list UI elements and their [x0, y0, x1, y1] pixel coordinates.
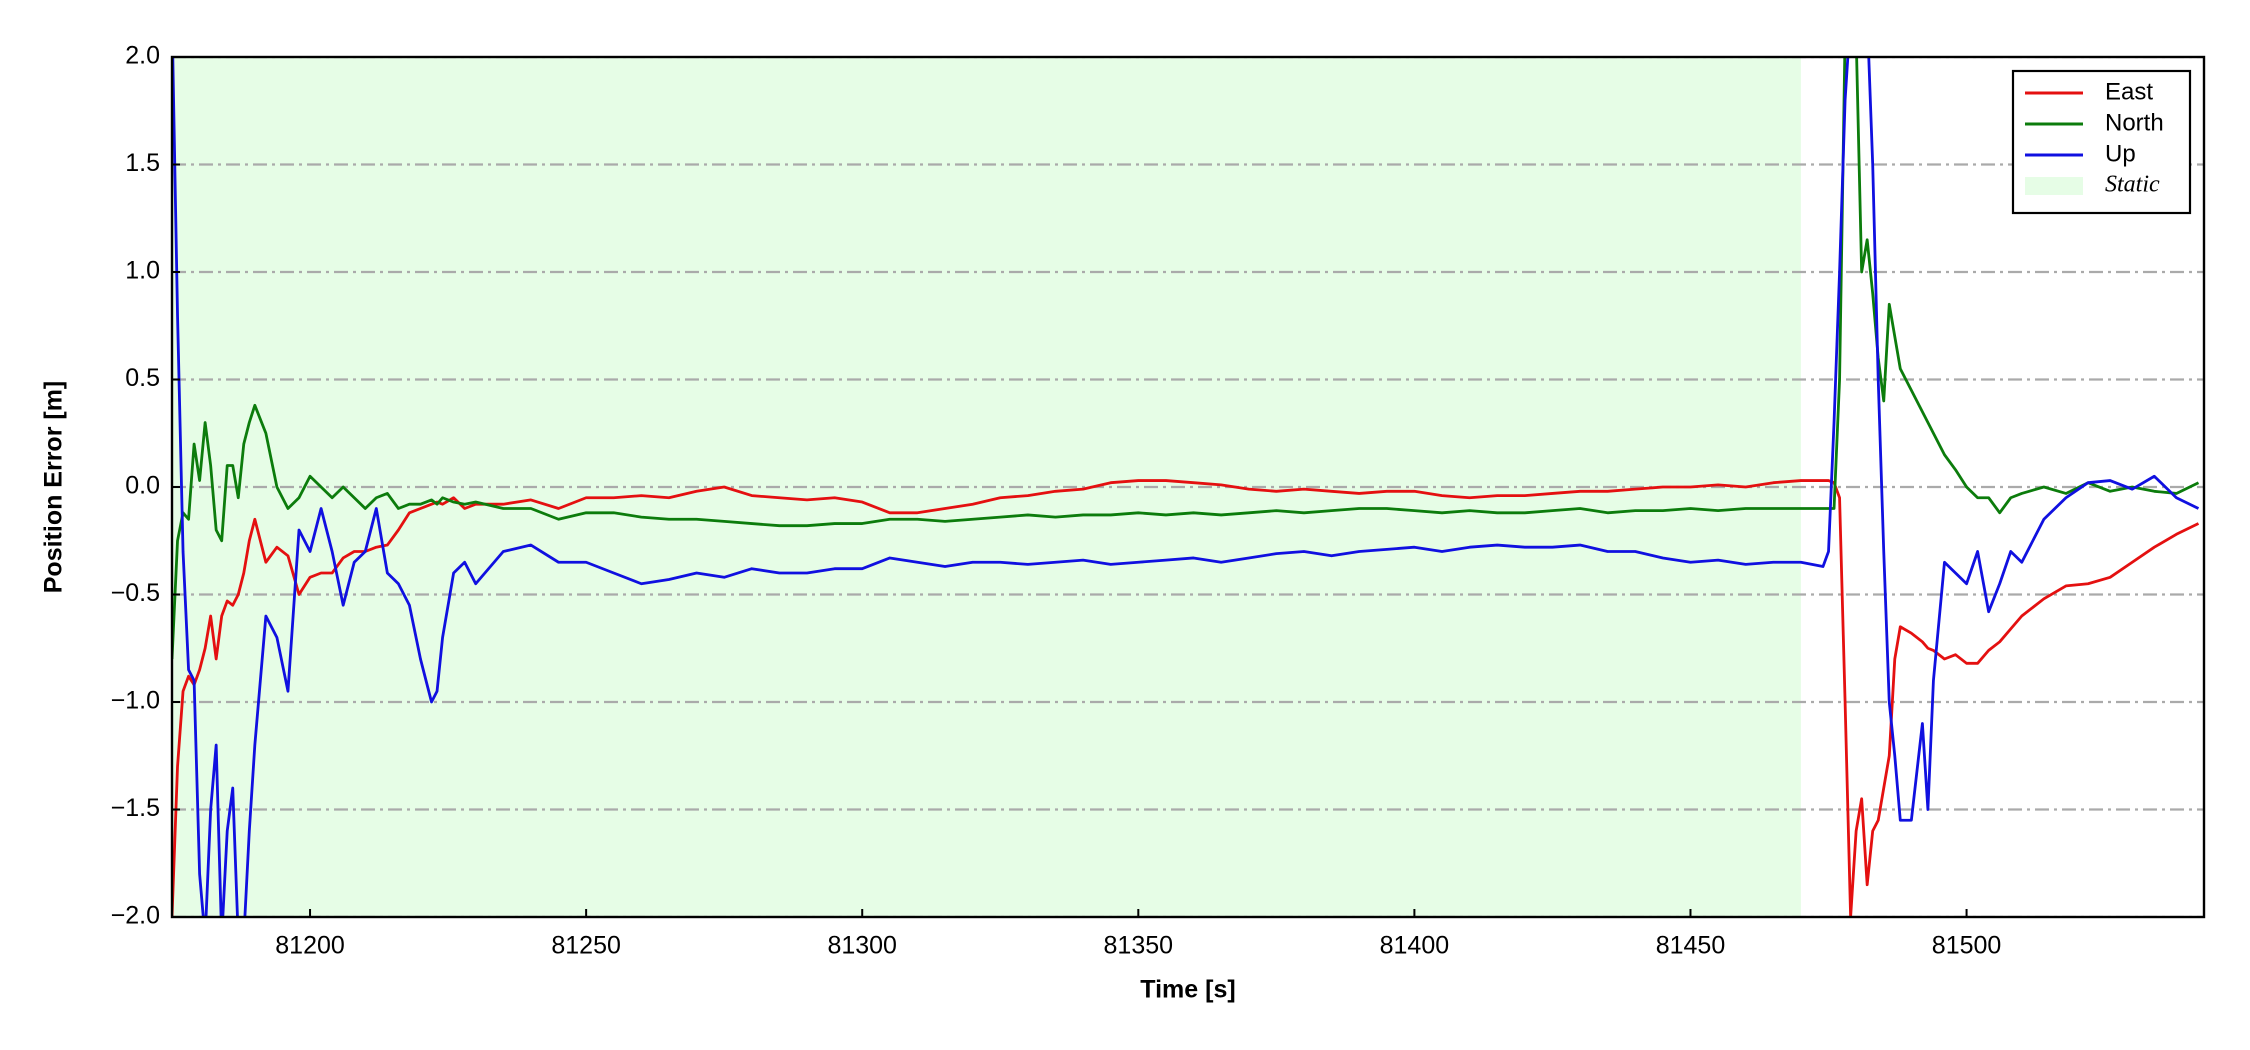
y-tick-label: 1.5: [125, 149, 160, 177]
x-tick-label: 81400: [1380, 932, 1450, 960]
y-tick-label: −1.0: [111, 687, 160, 715]
series-line: [172, 479, 2200, 917]
y-tick-label: −0.5: [111, 579, 160, 607]
y-tick-label: 0.0: [125, 472, 160, 500]
x-tick-label: 81250: [551, 932, 621, 960]
x-tick-label: 81350: [1104, 932, 1174, 960]
legend-label: Up: [2105, 140, 2136, 167]
y-tick-label: 0.5: [125, 364, 160, 392]
y-tick-label: 1.0: [125, 257, 160, 285]
legend-label: North: [2105, 109, 2164, 136]
legend-label: East: [2105, 78, 2153, 105]
x-axis-label: Time [s]: [1140, 976, 1235, 1004]
y-tick-label: −1.5: [111, 794, 160, 822]
legend-label: Static: [2105, 172, 2160, 198]
series-line: [172, 57, 2200, 660]
x-tick-label: 81300: [827, 932, 897, 960]
legend-swatch: [2025, 177, 2083, 195]
y-axis-label: Position Error [m]: [40, 381, 68, 594]
y-tick-label: −2.0: [111, 902, 160, 930]
plot-frame: [170, 55, 2206, 919]
x-tick-label: 81500: [1932, 932, 2002, 960]
x-tick-label: 81450: [1656, 932, 1726, 960]
series-line: [172, 57, 2200, 917]
plot-area: [172, 57, 2204, 917]
y-tick-label: 2.0: [125, 42, 160, 70]
x-tick-label: 81200: [275, 932, 345, 960]
